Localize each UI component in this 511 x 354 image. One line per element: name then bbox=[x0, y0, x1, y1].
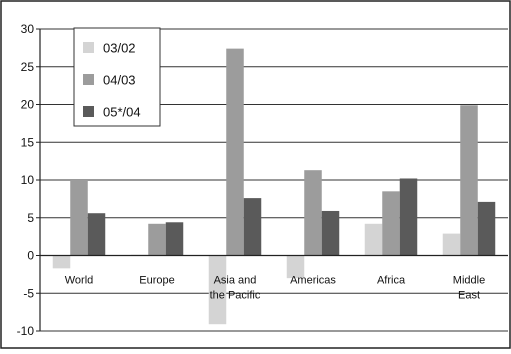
y-tick-label: 30 bbox=[21, 22, 35, 36]
axis-labels: -10 -5 0 5 10 15 20 25 30 World Europe Asia and the … bbox=[17, 22, 486, 338]
bar bbox=[304, 170, 322, 256]
legend-label: 05*/04 bbox=[103, 105, 141, 120]
y-tick-label: 25 bbox=[21, 60, 35, 74]
legend-label: 03/02 bbox=[103, 41, 136, 56]
y-tick-label: -5 bbox=[23, 286, 34, 300]
bar bbox=[382, 191, 400, 256]
bar bbox=[87, 213, 106, 256]
x-category-label: Americas bbox=[290, 275, 336, 287]
bar bbox=[70, 180, 88, 256]
legend-swatch bbox=[83, 42, 94, 53]
y-tick-label: 20 bbox=[21, 98, 35, 112]
x-category-label: Europe bbox=[139, 275, 174, 287]
bar bbox=[442, 233, 461, 256]
x-category-label: Africa bbox=[377, 275, 406, 287]
bar bbox=[226, 48, 244, 256]
bar bbox=[208, 255, 227, 325]
legend-label: 04/03 bbox=[103, 73, 136, 88]
bars bbox=[52, 48, 496, 325]
bar bbox=[364, 223, 383, 256]
y-tick-label: 15 bbox=[21, 135, 35, 149]
bar bbox=[399, 178, 418, 256]
bar bbox=[243, 198, 262, 256]
x-category-label: Middle East bbox=[453, 275, 485, 302]
bar bbox=[321, 210, 340, 256]
y-tick-label: 0 bbox=[27, 249, 34, 263]
x-category-label: World bbox=[65, 275, 94, 287]
y-tick-label: 5 bbox=[27, 211, 34, 225]
bar bbox=[148, 223, 166, 256]
bar bbox=[52, 255, 71, 269]
bar bbox=[477, 201, 496, 256]
bar bbox=[165, 222, 184, 256]
legend-swatch bbox=[83, 106, 94, 117]
x-category-label: Asia and the Pacific bbox=[210, 275, 261, 302]
bar bbox=[286, 255, 305, 279]
y-tick-label: -10 bbox=[17, 324, 35, 338]
legend-swatch bbox=[83, 74, 94, 85]
bar bbox=[460, 105, 478, 256]
y-tick-label: 10 bbox=[21, 173, 35, 187]
legend: 03/02 04/03 05*/04 bbox=[73, 27, 161, 127]
